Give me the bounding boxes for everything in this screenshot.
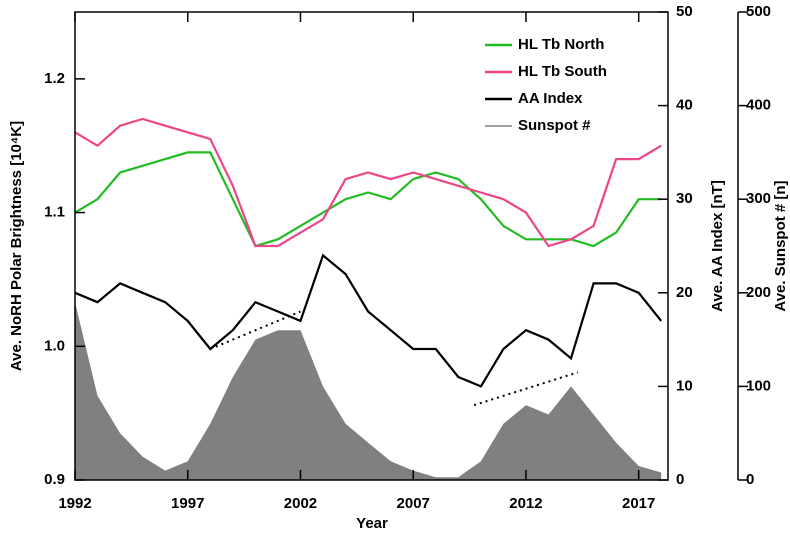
- series-line: [74, 117, 662, 248]
- x-tick-label: 2017: [622, 495, 655, 512]
- y3-tick-label: 500: [746, 3, 771, 20]
- legend-label: HL Tb South: [518, 63, 607, 80]
- y-tick-label: 1.1: [44, 204, 65, 221]
- y2-tick-label: 40: [676, 97, 693, 114]
- series-line: [74, 253, 663, 388]
- y3-tick-label: 200: [746, 284, 771, 301]
- y3-tick-label: 100: [746, 377, 771, 394]
- x-tick-label: 2007: [397, 495, 430, 512]
- y2-tick-label: 30: [676, 190, 693, 207]
- y2-tick-label: 0: [676, 471, 684, 488]
- trend-line: [473, 371, 579, 407]
- y-tick-label: 1.2: [44, 70, 65, 87]
- x-tick-label: 1992: [58, 495, 91, 512]
- y3-tick-label: 0: [746, 471, 754, 488]
- legend-label: Sunspot #: [518, 117, 591, 134]
- y3-tick-label: 300: [746, 190, 771, 207]
- y2-tick-label: 10: [676, 377, 693, 394]
- trend-line: [209, 310, 301, 350]
- series-line: [74, 151, 662, 248]
- y2-axis-label: Ave. AA Index [nT]: [709, 180, 726, 312]
- y2-tick-label: 50: [676, 3, 693, 20]
- y-tick-label: 1.0: [44, 337, 65, 354]
- legend-label: HL Tb North: [518, 36, 604, 53]
- y2-tick-label: 20: [676, 284, 693, 301]
- sunspot-area: [75, 302, 662, 480]
- x-tick-label: 2002: [284, 495, 317, 512]
- y-tick-label: 0.9: [44, 471, 65, 488]
- plot-frame: [74, 11, 669, 481]
- y-axis-label: Ave. NoRH Polar Brightness [10⁴K]: [8, 121, 25, 371]
- y3-axis-label: Ave. Sunspot # [n]: [772, 180, 789, 311]
- legend-label: AA Index: [518, 90, 583, 107]
- y3-tick-label: 400: [746, 97, 771, 114]
- x-tick-label: 1997: [171, 495, 204, 512]
- x-axis-label: Year: [356, 515, 388, 532]
- x-tick-label: 2012: [509, 495, 542, 512]
